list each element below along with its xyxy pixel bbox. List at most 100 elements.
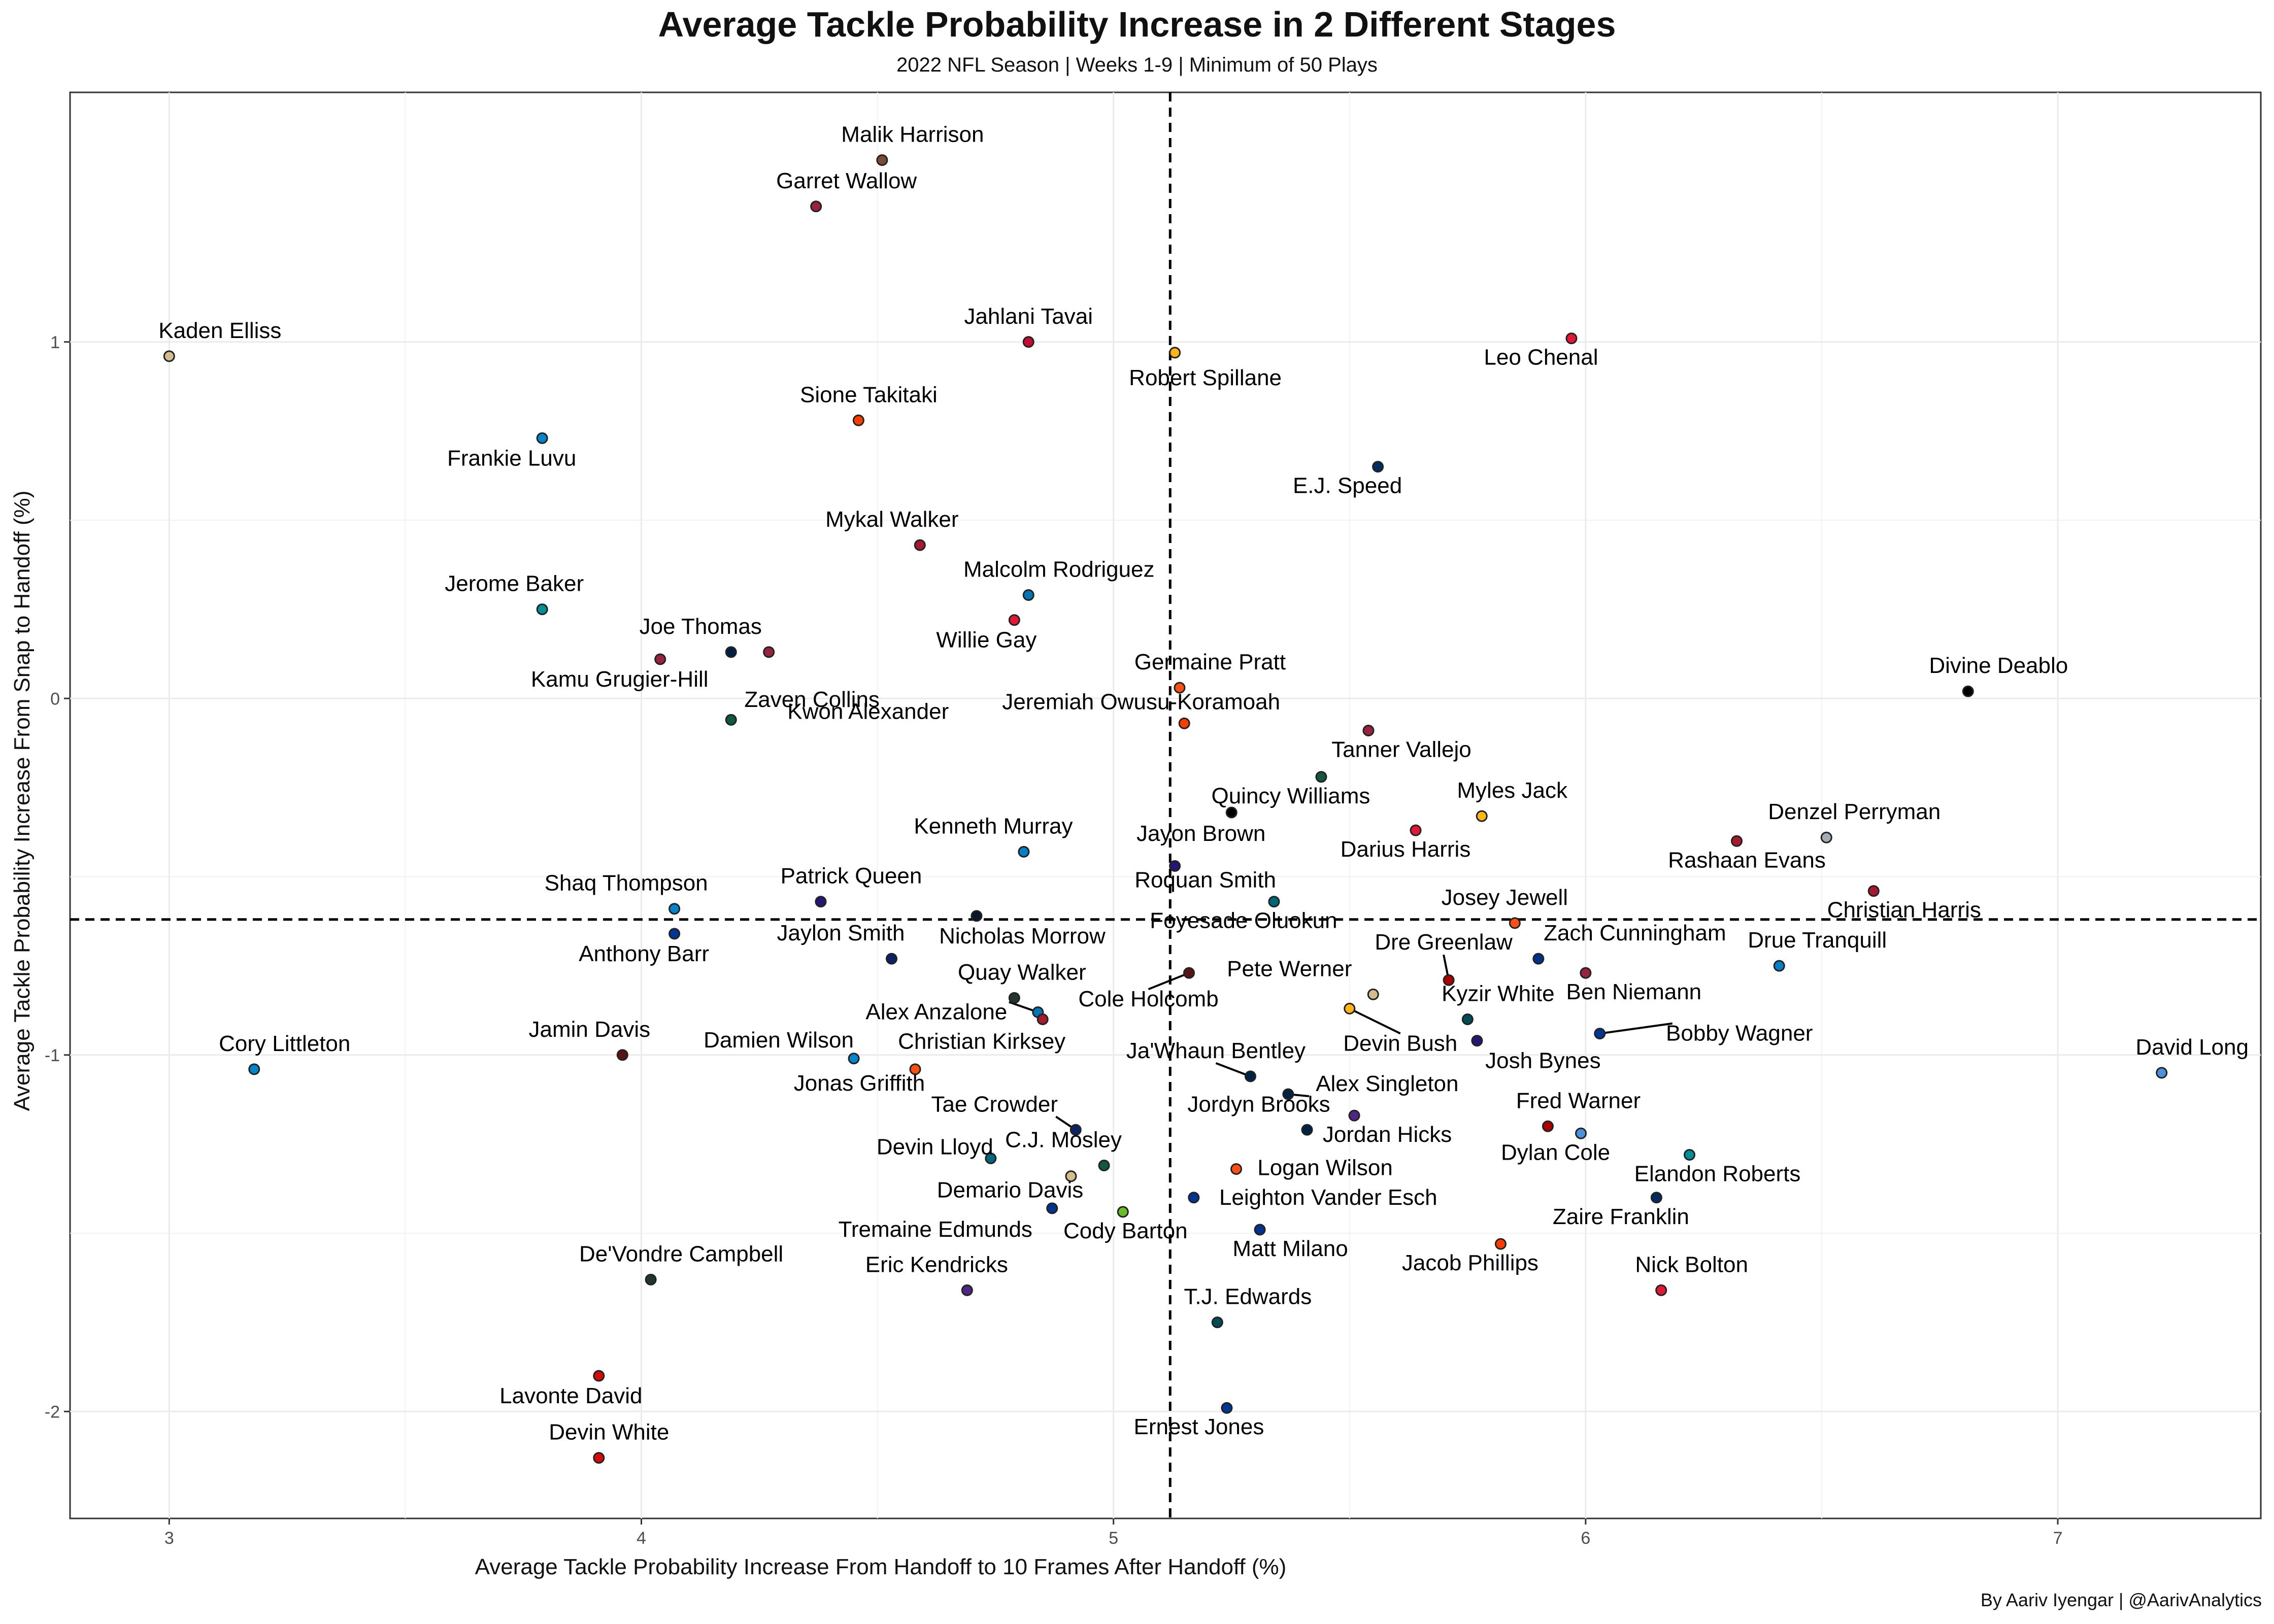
y-tick-label: 0 [50, 689, 60, 708]
point-label: Damien Wilson [704, 1028, 854, 1053]
x-tick-label: 5 [1109, 1529, 1118, 1548]
chart-subtitle: 2022 NFL Season | Weeks 1-9 | Minimum of… [896, 54, 1378, 76]
data-point [1443, 974, 1455, 986]
data-point [1046, 1202, 1058, 1214]
point-label: Garret Wallow [776, 168, 917, 193]
grid-lines [70, 92, 2261, 1518]
point-label: Nicholas Morrow [939, 924, 1106, 949]
data-point [1471, 1035, 1483, 1047]
data-point [616, 1049, 628, 1061]
data-point [1509, 917, 1521, 929]
point-label: Zaire Franklin [1553, 1204, 1689, 1229]
y-tick-label: 1 [50, 333, 60, 352]
point-label: Leighton Vander Esch [1219, 1185, 1437, 1210]
point-label: Jayon Brown [1136, 821, 1265, 846]
point-label: Nick Bolton [1635, 1252, 1748, 1277]
chart-title: Average Tackle Probability Increase in 2… [658, 5, 1616, 44]
data-point [668, 903, 681, 915]
data-point [1178, 717, 1190, 729]
point-label: Roquan Smith [1134, 867, 1276, 892]
point-label: Foyesade Oluokun [1150, 908, 1337, 933]
point-label: Cory Littleton [219, 1031, 350, 1056]
data-point [2156, 1067, 2168, 1079]
point-label: Drue Tranquill [1748, 928, 1887, 953]
data-point [536, 432, 548, 444]
point-label: Malik Harrison [841, 122, 984, 147]
data-point [1461, 1013, 1474, 1025]
data-point [1962, 685, 1974, 697]
point-label: Elandon Roberts [1634, 1161, 1801, 1186]
data-point [961, 1284, 973, 1296]
point-label: Jonas Griffith [794, 1071, 925, 1096]
point-label: Sione Takitaki [800, 382, 938, 407]
point-label: Denzel Perryman [1768, 799, 1941, 824]
point-label: De'Vondre Campbell [579, 1241, 783, 1266]
point-label: Cole Holcomb [1078, 987, 1218, 1011]
x-tick-label: 4 [637, 1529, 646, 1548]
point-label: Cody Barton [1063, 1219, 1188, 1243]
point-label: Josey Jewell [1442, 885, 1568, 910]
point-label: Kwon Alexander [787, 699, 949, 724]
point-label: Matt Milano [1232, 1236, 1348, 1261]
point-label: Tanner Vallejo [1331, 737, 1472, 762]
point-label: Kyzir White [1442, 982, 1554, 1006]
data-point [1282, 1088, 1294, 1100]
point-label: Pete Werner [1227, 956, 1352, 981]
data-point [536, 603, 548, 616]
leader-line [1599, 1022, 1673, 1035]
data-point [1008, 614, 1020, 626]
point-label: Fred Warner [1516, 1088, 1641, 1113]
point-label: C.J. Mosley [1005, 1128, 1122, 1153]
plot-panel [69, 91, 2262, 1519]
data-points [163, 154, 2168, 1464]
data-point [163, 350, 175, 362]
leader-line [1148, 972, 1190, 991]
point-label: Quay Walker [958, 960, 1086, 985]
leader-line [1349, 1007, 1401, 1035]
data-point [1575, 1127, 1587, 1139]
data-point [1820, 831, 1832, 843]
data-point [1494, 1238, 1507, 1250]
point-label: Zach Cunningham [1544, 921, 1726, 945]
point-label: Tremaine Edmunds [839, 1217, 1032, 1242]
reference-lines [70, 92, 2261, 1518]
data-point [1169, 347, 1181, 359]
point-label: Dylan Cole [1501, 1140, 1610, 1165]
data-point [1008, 992, 1020, 1004]
point-label: Anthony Barr [579, 941, 709, 966]
data-point [1230, 1163, 1243, 1175]
data-point [1117, 1206, 1129, 1218]
point-label: Logan Wilson [1257, 1156, 1393, 1180]
data-point [248, 1063, 260, 1075]
point-label: Devin Bush [1343, 1031, 1457, 1056]
point-label: Jacob Phillips [1402, 1250, 1539, 1275]
data-point [1244, 1070, 1256, 1082]
point-label: Germaine Pratt [1134, 650, 1286, 674]
point-label: Devin White [549, 1420, 669, 1445]
point-label: Darius Harris [1341, 837, 1471, 862]
data-point [1344, 1002, 1356, 1014]
point-label: Alex Singleton [1316, 1071, 1458, 1096]
data-point [1655, 1284, 1667, 1296]
point-label: E.J. Speed [1293, 473, 1402, 498]
data-point [876, 154, 888, 166]
data-point [763, 646, 775, 658]
data-point [668, 928, 681, 940]
point-label: Myles Jack [1457, 778, 1568, 803]
x-tick-label: 3 [164, 1529, 174, 1548]
point-labels: Malik Harrison Garret Wallow Kaden Elliss J… [158, 122, 2249, 1444]
data-point [1022, 336, 1034, 348]
point-label: Ben Niemann [1566, 979, 1702, 1004]
point-label: Eric Kendricks [865, 1252, 1008, 1277]
point-label: Robert Spillane [1129, 365, 1282, 390]
x-tick-label: 6 [1581, 1529, 1590, 1548]
point-label: Christian Kirksey [898, 1029, 1065, 1054]
data-point [1036, 1013, 1049, 1025]
point-label: Rashaan Evans [1668, 848, 1826, 872]
point-label: Frankie Luvu [447, 446, 576, 470]
x-axis-label: Average Tackle Probability Increase From… [475, 1554, 1287, 1579]
point-label: Lavonte David [499, 1383, 642, 1408]
data-point [1065, 1170, 1077, 1182]
data-point [1225, 806, 1238, 819]
data-point [1301, 1124, 1313, 1136]
